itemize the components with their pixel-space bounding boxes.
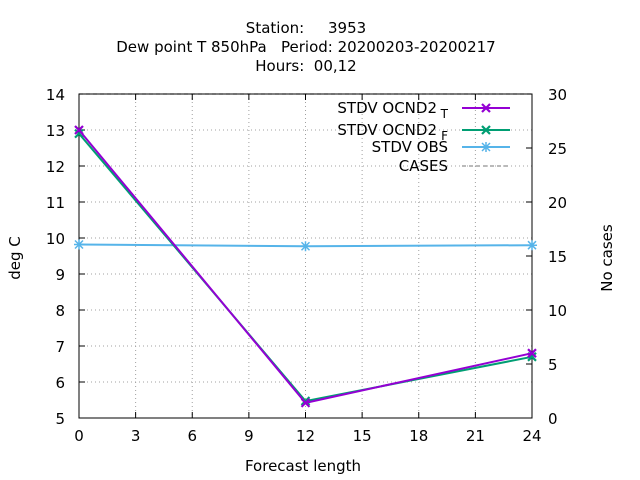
y-tick-labels: 5 6 7 8 9 10 11 12 13 14 [46,86,65,428]
legend-label: STDV OBS [372,138,448,156]
x-tick-label: 24 [522,427,541,445]
x-tick-label: 0 [74,427,84,445]
legend-marker [481,103,491,113]
y-tick-label: 6 [55,374,65,392]
y2-tick-label: 0 [548,410,558,428]
title-line-2: Dew point T 850hPa Period: 20200203-2020… [116,38,495,56]
y-tick-label: 7 [55,338,65,356]
x-tick-label: 12 [296,427,315,445]
x-tick-label: 3 [131,427,141,445]
y-tick-label: 5 [55,410,65,428]
y-tick-label: 13 [46,122,65,140]
y2-tick-label: 30 [548,86,567,104]
legend-subscript: F [441,129,448,143]
title-line-3: Hours: 00,12 [255,57,356,75]
legend-label: STDV OCND2 [337,121,437,139]
tick-marks [78,93,533,419]
y2-axis-label: No cases [598,224,616,292]
data-point [74,128,84,139]
x-tick-label: 15 [353,427,372,445]
legend-label: STDV OCND2 [337,99,437,117]
chart-title: Station: 3953 Dew point T 850hPa Period:… [116,19,495,75]
y-tick-label: 8 [55,302,65,320]
data-series [74,125,537,408]
legend-entry: CASES [399,157,510,175]
series-stdv-obs [74,239,537,252]
y-axis-label: deg C [6,236,24,280]
legend-marker [481,125,491,135]
data-point [527,240,537,251]
x-tick-label: 9 [244,427,254,445]
data-point [74,239,84,250]
series-line [78,132,533,403]
legend-subscript: T [440,107,449,121]
legend-label: CASES [399,157,448,175]
x-tick-label: 18 [409,427,428,445]
y2-tick-label: 10 [548,302,567,320]
data-point [300,398,311,408]
y2-tick-label: 20 [548,194,567,212]
data-point [527,348,537,358]
y-tick-label: 11 [46,194,65,212]
y-tick-label: 14 [46,86,65,104]
x-axis-label: Forecast length [245,457,361,475]
series-stdv-ocnd2-t [74,125,537,408]
y-tick-label: 10 [46,230,65,248]
title-line-1: Station: 3953 [246,19,366,37]
y2-tick-labels: 0 5 10 15 20 25 30 [548,86,567,428]
data-point [300,241,311,252]
y2-tick-label: 25 [548,140,567,158]
data-point [74,125,84,135]
x-tick-label: 21 [466,427,485,445]
legend-entry: F STDV OCND2 [337,121,510,143]
y-tick-label: 12 [46,158,65,176]
y2-tick-label: 5 [548,356,558,374]
legend-entry: STDV OBS [372,138,510,156]
x-tick-label: 6 [187,427,197,445]
legend-marker [481,142,491,152]
x-tick-labels: 0 3 6 9 12 15 18 21 24 [74,427,541,445]
y2-tick-label: 15 [548,248,567,266]
y-tick-label: 9 [55,266,65,284]
